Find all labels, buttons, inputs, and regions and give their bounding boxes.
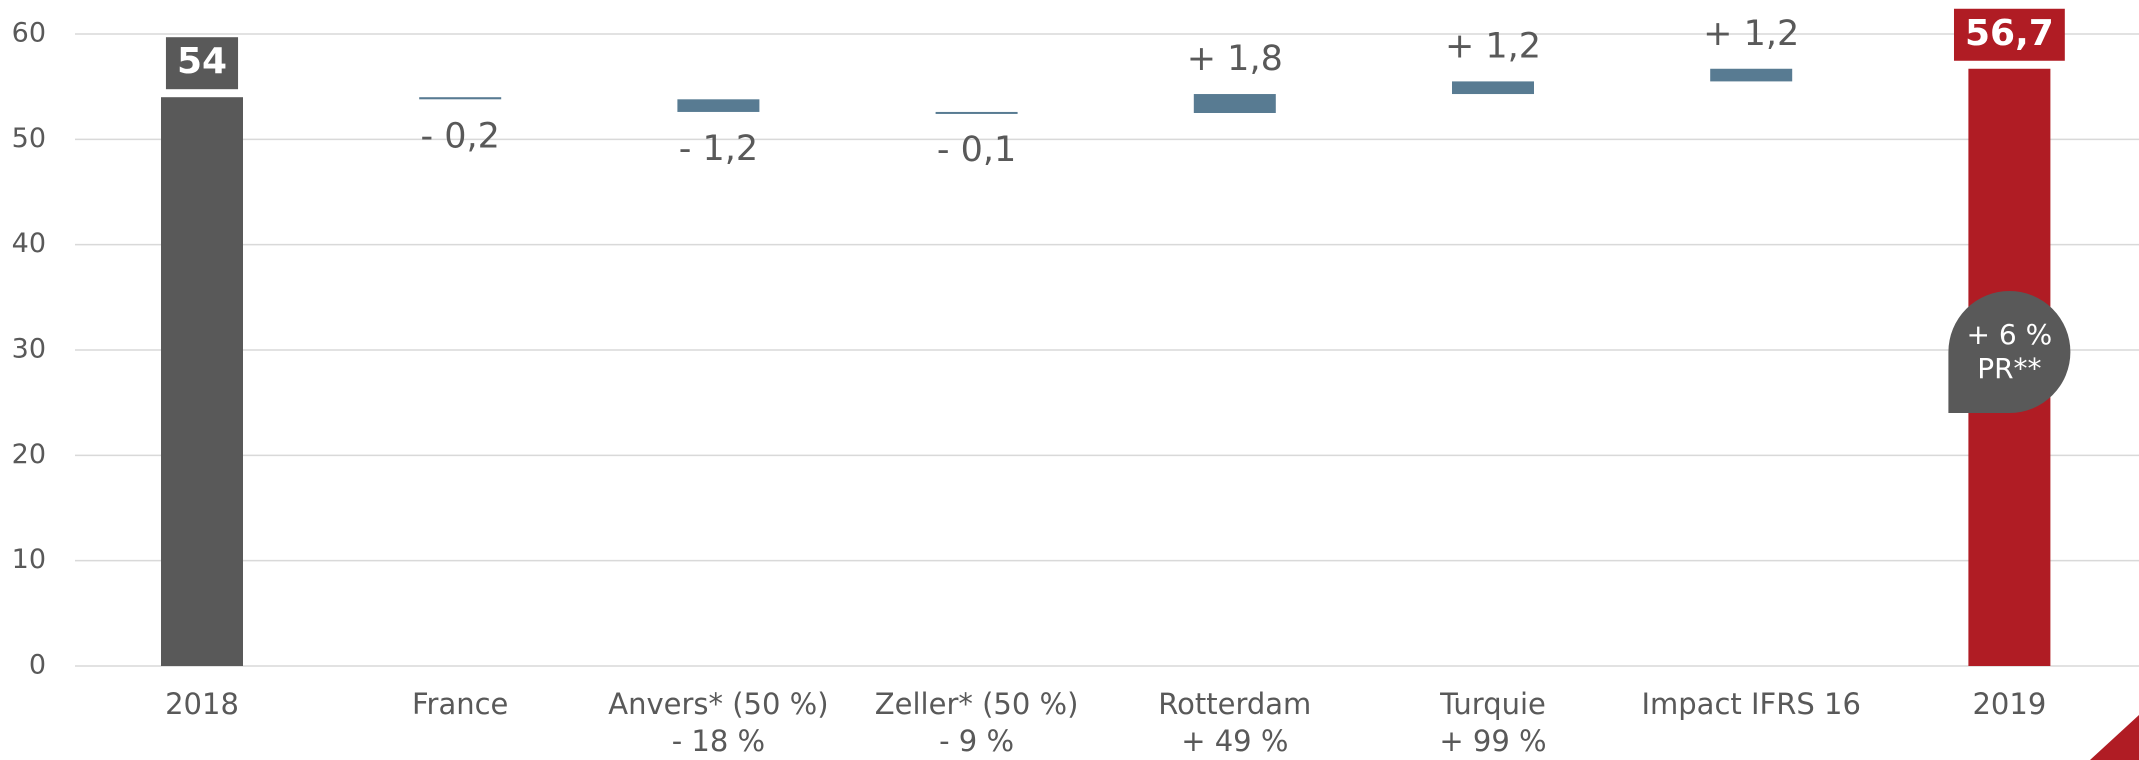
delta-label: + 1,2 bbox=[1703, 14, 1799, 54]
delta-label: + 1,8 bbox=[1187, 39, 1283, 79]
bar bbox=[935, 111, 1018, 114]
total-label: 54 bbox=[177, 41, 227, 82]
y-tick-label: 10 bbox=[12, 544, 46, 575]
delta-label: - 0,2 bbox=[420, 116, 499, 156]
total-label-box bbox=[165, 37, 239, 90]
x-tick-sublabel: - 9 % bbox=[939, 724, 1014, 758]
bar bbox=[419, 97, 502, 100]
x-tick-label: Anvers* (50 %) bbox=[608, 687, 828, 721]
bar bbox=[1193, 94, 1276, 113]
delta-label: - 0,1 bbox=[937, 130, 1016, 170]
x-tick-label: France bbox=[412, 687, 508, 721]
x-tick-label: Turquie bbox=[1439, 687, 1546, 721]
x-tick-sublabel: + 99 % bbox=[1439, 724, 1546, 758]
x-tick-label: Impact IFRS 16 bbox=[1641, 687, 1860, 721]
x-tick-label: 2019 bbox=[1972, 687, 2046, 721]
delta-label: + 1,2 bbox=[1445, 26, 1541, 66]
y-tick-label: 60 bbox=[12, 18, 46, 49]
y-tick-label: 20 bbox=[12, 439, 46, 470]
y-tick-label: 40 bbox=[12, 228, 46, 259]
total-label: 56,7 bbox=[1965, 13, 2054, 54]
annotation-text: + 6 % bbox=[1967, 318, 2053, 351]
bar bbox=[1710, 68, 1793, 82]
x-tick-sublabel: - 18 % bbox=[672, 724, 765, 758]
delta-label: - 1,2 bbox=[679, 129, 758, 169]
x-tick-label: 2018 bbox=[165, 687, 239, 721]
corner-decoration bbox=[2090, 715, 2139, 760]
x-tick-sublabel: + 49 % bbox=[1181, 724, 1288, 758]
y-tick-label: 50 bbox=[12, 123, 46, 154]
y-tick-label: 30 bbox=[12, 334, 46, 365]
bar bbox=[161, 97, 243, 666]
total-label-box bbox=[1953, 8, 2065, 61]
annotation-bubble bbox=[1948, 291, 2071, 413]
x-tick-label: Rotterdam bbox=[1158, 687, 1311, 721]
y-tick-label: 0 bbox=[29, 650, 46, 681]
x-tick-label: Zeller* (50 %) bbox=[875, 687, 1079, 721]
bar bbox=[1452, 81, 1534, 95]
annotation-text: PR** bbox=[1977, 352, 2041, 385]
bar bbox=[677, 99, 760, 112]
